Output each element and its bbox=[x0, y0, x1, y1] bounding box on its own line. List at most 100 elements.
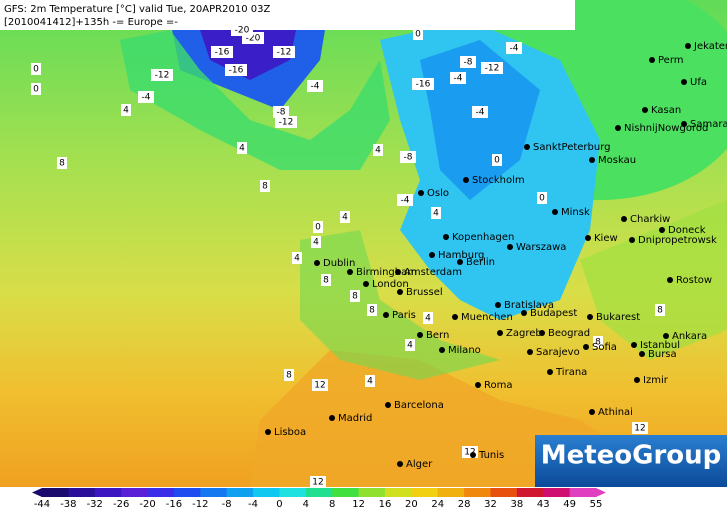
contour-label: 4 bbox=[433, 209, 439, 219]
city-label: Sofia bbox=[592, 342, 617, 353]
city-label: Kopenhagen bbox=[452, 232, 514, 243]
city-label: Muenchen bbox=[461, 312, 513, 323]
contour-label: -20 bbox=[246, 34, 261, 44]
contour-label: -16 bbox=[215, 48, 230, 58]
city-dot bbox=[681, 121, 687, 127]
city-dot bbox=[524, 144, 530, 150]
city-label: Alger bbox=[406, 459, 433, 470]
city-dot bbox=[452, 314, 458, 320]
city-dot bbox=[475, 382, 481, 388]
city-dot bbox=[395, 269, 401, 275]
contour-label-box bbox=[472, 106, 488, 118]
city-label: Barcelona bbox=[394, 400, 444, 411]
temp-field bbox=[120, 30, 390, 170]
city-dot bbox=[631, 342, 637, 348]
city-label: Ufa bbox=[690, 77, 707, 88]
contour-label-box bbox=[307, 80, 323, 92]
city-label: Budapest bbox=[530, 308, 577, 319]
city-label: Rostow bbox=[676, 275, 712, 286]
city-label: Warszawa bbox=[516, 242, 566, 253]
city-dot bbox=[589, 157, 595, 163]
city-dot bbox=[521, 310, 527, 316]
colorbar-tick-label: 16 bbox=[379, 499, 392, 510]
city-label: Bukarest bbox=[596, 312, 640, 323]
city-dot bbox=[265, 429, 271, 435]
city-label: Athinai bbox=[598, 407, 633, 418]
city-label: Moskau bbox=[598, 155, 636, 166]
city-dot bbox=[639, 351, 645, 357]
header-box bbox=[0, 0, 575, 30]
contour-label-box bbox=[423, 312, 433, 324]
contour-label: -16 bbox=[416, 80, 431, 90]
colorbar-tick-label: 43 bbox=[537, 499, 550, 510]
contour-label-box bbox=[431, 207, 441, 219]
city-label: Amsterdam bbox=[404, 267, 462, 278]
contour-label-box bbox=[397, 194, 413, 206]
contour-label-box bbox=[655, 304, 665, 316]
contour-label-box bbox=[367, 304, 377, 316]
city-dot bbox=[589, 409, 595, 415]
city-dot bbox=[463, 177, 469, 183]
colorbar-tick-label: -38 bbox=[60, 499, 76, 510]
city-label: Stockholm bbox=[472, 175, 525, 186]
city-dot bbox=[587, 314, 593, 320]
colorbar-tick-label: -32 bbox=[87, 499, 103, 510]
city-dot bbox=[397, 461, 403, 467]
contour-label: 4 bbox=[375, 146, 381, 156]
contour-label-box bbox=[412, 78, 434, 90]
contour-label-box bbox=[231, 24, 253, 36]
city-dot bbox=[329, 415, 335, 421]
colorbar-segment bbox=[305, 488, 333, 497]
city-label: Lisboa bbox=[274, 427, 306, 438]
contour-label: -4 bbox=[142, 93, 151, 103]
city-dot bbox=[443, 234, 449, 240]
contour-label: -16 bbox=[229, 66, 244, 76]
colorbar-segment bbox=[490, 488, 518, 497]
contour-label-box bbox=[481, 62, 503, 74]
city-label: Dublin bbox=[323, 258, 355, 269]
city-dot bbox=[539, 330, 545, 336]
colorbar-segment bbox=[147, 488, 175, 497]
contour-label: -12 bbox=[155, 71, 170, 81]
city-label: Doneck bbox=[668, 225, 706, 236]
city-label: Brussel bbox=[406, 287, 443, 298]
contour-label-box bbox=[373, 144, 383, 156]
city-label: Jekaterinb bbox=[693, 41, 727, 52]
city-label: Perm bbox=[658, 55, 684, 66]
colorbar-tick-label: -16 bbox=[166, 499, 182, 510]
logo-box bbox=[535, 435, 727, 487]
colorbar-tick-label: 32 bbox=[484, 499, 497, 510]
contour-label-box bbox=[632, 422, 648, 434]
contour-label: 0 bbox=[315, 223, 321, 233]
colorbar-segment bbox=[42, 488, 69, 497]
contour-label: 0 bbox=[494, 156, 500, 166]
temp-field bbox=[300, 230, 500, 380]
city-label: Bursa bbox=[648, 349, 677, 360]
contour-label: 4 bbox=[239, 144, 245, 154]
colorbar-segment bbox=[94, 488, 122, 497]
contour-label: 0 bbox=[539, 194, 545, 204]
city-dot bbox=[667, 277, 673, 283]
contour-label: 4 bbox=[313, 238, 319, 248]
colorbar: -44 -38 -32 -26 -20 -16 -12 -8 -4 0 4 8 12 16 20 24 28 32… bbox=[0, 487, 727, 511]
colorbar-tick-label: 38 bbox=[510, 499, 523, 510]
city-label: Dnipropetrowsk bbox=[638, 235, 717, 246]
contour-label: 4 bbox=[425, 314, 431, 324]
city-dot bbox=[439, 347, 445, 353]
contour-label: 8 bbox=[352, 292, 358, 302]
contour-label-box bbox=[365, 375, 375, 387]
city-label: Milano bbox=[448, 345, 481, 356]
contour-label: 4 bbox=[367, 377, 373, 387]
contour-label-box bbox=[492, 154, 502, 166]
header-line: GFS: 2m Temperature [°C] valid Tue, 20AP… bbox=[4, 4, 270, 15]
city-label: NishnijNowgorod bbox=[624, 123, 708, 134]
city-dot bbox=[547, 369, 553, 375]
city-dot bbox=[314, 260, 320, 266]
contour-label-box bbox=[321, 274, 331, 286]
city-label: London bbox=[372, 279, 409, 290]
colorbar-tick-label: 0 bbox=[276, 499, 282, 510]
city-label: Birmingham bbox=[356, 267, 417, 278]
city-dot bbox=[552, 209, 558, 215]
colorbar-tick-label: 4 bbox=[303, 499, 309, 510]
